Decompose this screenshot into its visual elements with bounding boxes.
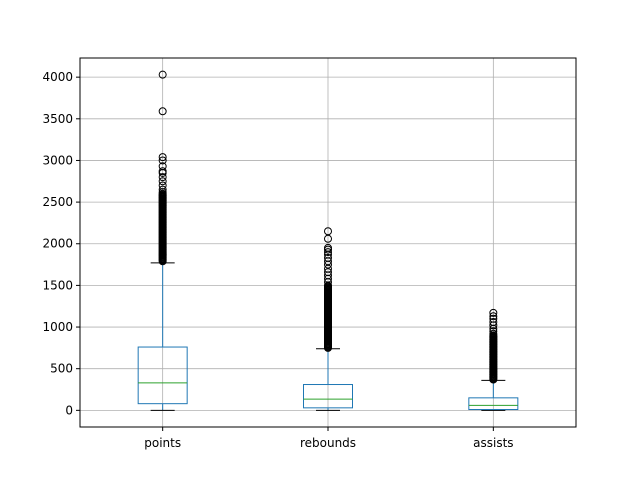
iqr-box: [303, 384, 353, 409]
plot-area: [137, 70, 519, 411]
outlier-point: [324, 253, 332, 262]
y-tick-label: 0: [65, 403, 73, 417]
outlier-point: [324, 243, 332, 252]
iqr-box: [468, 397, 519, 411]
outlier-point: [158, 107, 167, 116]
outlier-point: [158, 173, 167, 182]
box-points: [137, 70, 188, 411]
outlier-point: [489, 314, 498, 323]
outlier-point: [158, 70, 167, 79]
outlier-point: [489, 308, 498, 317]
iqr-box: [137, 346, 188, 405]
y-tick-label: 2500: [42, 195, 73, 209]
x-tick-label: rebounds: [300, 436, 356, 450]
y-tick-label: 2000: [42, 237, 73, 251]
axes: 0 500 1000 1500 2000 2500 3000 3500 4000 points re…: [42, 57, 577, 450]
y-tick-label: 3500: [42, 112, 73, 126]
y-tick-label: 1000: [42, 320, 73, 334]
outlier-point: [324, 227, 332, 236]
outlier-point: [158, 167, 167, 176]
x-tick-label: assists: [473, 436, 513, 450]
outlier-point: [158, 181, 167, 190]
outlier-point: [489, 312, 498, 321]
y-tick-label: 4000: [42, 70, 73, 84]
outlier-point: [489, 318, 498, 327]
y-tick-label: 500: [50, 362, 73, 376]
outlier-point: [158, 162, 167, 171]
outlier-point: [158, 177, 167, 186]
outlier-point: [489, 327, 498, 336]
outlier-point: [324, 248, 332, 257]
box-assists: [468, 308, 519, 411]
box-rebounds: [303, 227, 353, 411]
plot-frame: [79, 57, 577, 428]
outlier-point: [158, 156, 167, 165]
x-tick-label: points: [144, 436, 181, 450]
y-tick-label: 3000: [42, 153, 73, 167]
y-tick-label: 1500: [42, 278, 73, 292]
outlier-point: [158, 153, 167, 162]
outlier-point: [489, 329, 498, 338]
outlier-point: [158, 185, 167, 194]
